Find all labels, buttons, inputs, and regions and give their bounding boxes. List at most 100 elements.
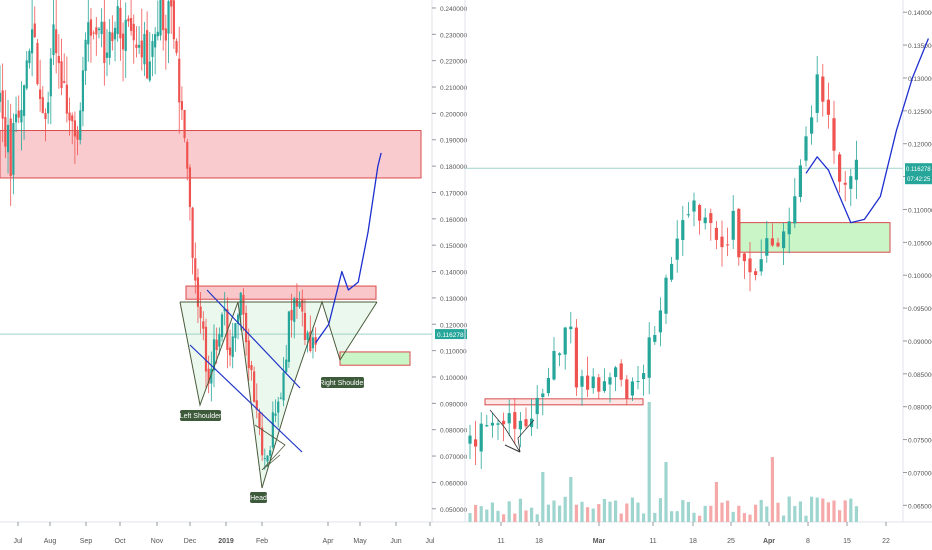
downtrend-line-lower — [189, 344, 303, 453]
right-candle — [698, 203, 702, 235]
left-candle — [186, 138, 189, 181]
left-y-tick-label: 0.070000 — [440, 454, 467, 461]
right-volume-bar — [843, 500, 847, 522]
right-candle-body — [569, 326, 573, 330]
right-candle-body — [670, 263, 674, 280]
left-candle-body — [84, 39, 87, 71]
right-x-tick-label: 22 — [882, 538, 890, 545]
right-candle-body — [810, 117, 814, 134]
left-candle-body — [146, 30, 149, 79]
right-x-tick-label: 25 — [727, 538, 735, 545]
left-candle-body — [103, 21, 106, 63]
right-volume-bar — [524, 510, 528, 522]
left-candle — [271, 401, 274, 450]
left-candle-body — [156, 31, 159, 37]
right-volume-bar — [658, 498, 662, 522]
left-candle — [140, 8, 143, 71]
right-volume-bar — [535, 514, 539, 522]
left-candle — [236, 312, 240, 340]
right-candle-body — [479, 423, 483, 452]
left-candle — [87, 0, 90, 62]
left-candle-body — [306, 332, 309, 340]
right-candle — [692, 192, 696, 227]
left-candle-body — [44, 113, 47, 120]
right-candle — [518, 412, 522, 448]
right-x-tick-label: 15 — [843, 538, 851, 545]
right-candle-body — [854, 159, 858, 180]
left-candle — [311, 326, 315, 359]
right-y-tick-label: 0.080000 — [908, 405, 932, 412]
left-candle — [188, 164, 192, 221]
left-candle-body — [95, 27, 98, 35]
left-candle-body — [183, 110, 186, 139]
right-candle-body — [602, 381, 606, 392]
left-candle-body — [178, 58, 181, 103]
right-volume-bar — [569, 477, 573, 522]
right-candle-body — [591, 376, 595, 389]
right-volume-bar — [574, 504, 578, 522]
left-candle — [111, 15, 114, 51]
left-candle-body — [218, 334, 221, 347]
left-x-tick-label: Jun — [390, 538, 401, 545]
left-candle — [108, 19, 111, 65]
left-candle — [135, 26, 138, 58]
left-x-tick-label: Oct — [115, 538, 126, 545]
right-volume-bar — [552, 500, 556, 522]
left-candle — [247, 328, 250, 381]
left-candle-body — [202, 321, 205, 329]
left-candle-body — [303, 312, 307, 340]
left-candle-body — [234, 323, 237, 339]
right-candle-body — [720, 236, 724, 248]
right-candle-body — [815, 74, 819, 113]
left-candle — [146, 11, 149, 80]
right-volume-bar — [770, 457, 774, 522]
right-candle-body — [630, 381, 634, 396]
right-candle — [720, 220, 724, 267]
left-candle — [261, 412, 264, 461]
left-candle — [129, 0, 133, 36]
right-candle — [849, 169, 853, 207]
right-candle — [759, 239, 763, 276]
left-candle — [119, 0, 122, 61]
right-candle — [642, 364, 646, 396]
left-candle — [263, 448, 266, 470]
right-volume-bars — [468, 402, 858, 522]
right-volume-bar — [776, 502, 780, 522]
left-candle-body — [290, 309, 293, 321]
right-candle — [535, 385, 539, 429]
right-candle — [681, 206, 685, 256]
left-candle-body — [212, 339, 216, 371]
left-last-price-label: 0.116278 — [437, 332, 464, 339]
left-candle-body — [215, 339, 218, 350]
right-candle-body — [798, 165, 802, 197]
right-candle-body — [535, 397, 539, 415]
left-candle — [196, 268, 200, 324]
left-y-tick-label: 0.100000 — [440, 375, 467, 382]
left-chart-panel[interactable]: 0.240000 0.230000 0.220000 0.210000 0.200000… — [0, 0, 467, 545]
right-volume-bar — [686, 501, 690, 522]
right-volume-bar — [726, 500, 730, 522]
right-candle-body — [821, 76, 825, 102]
left-candle — [301, 289, 304, 327]
left-candle — [183, 109, 186, 143]
left-candle — [12, 113, 15, 195]
right-candle — [731, 195, 735, 250]
left-candle — [306, 330, 309, 353]
downtrend-line-upper — [206, 289, 301, 389]
right-candle — [602, 368, 606, 393]
left-y-tick-labels: 0.240000 0.230000 0.220000 0.210000 0.200000… — [432, 6, 467, 514]
right-candle — [552, 337, 556, 381]
left-y-tick-label: 0.190000 — [440, 138, 467, 145]
right-candle-body — [558, 353, 562, 356]
left-candle — [242, 288, 245, 332]
left-candle — [71, 112, 74, 145]
left-x-tick-label: Sep — [80, 538, 93, 545]
right-y-tick-label: 0.110000 — [908, 207, 932, 214]
right-candle-body — [468, 435, 472, 444]
right-candle-body — [832, 118, 836, 151]
left-candle-body — [31, 29, 34, 54]
right-volume-bar — [838, 510, 842, 522]
